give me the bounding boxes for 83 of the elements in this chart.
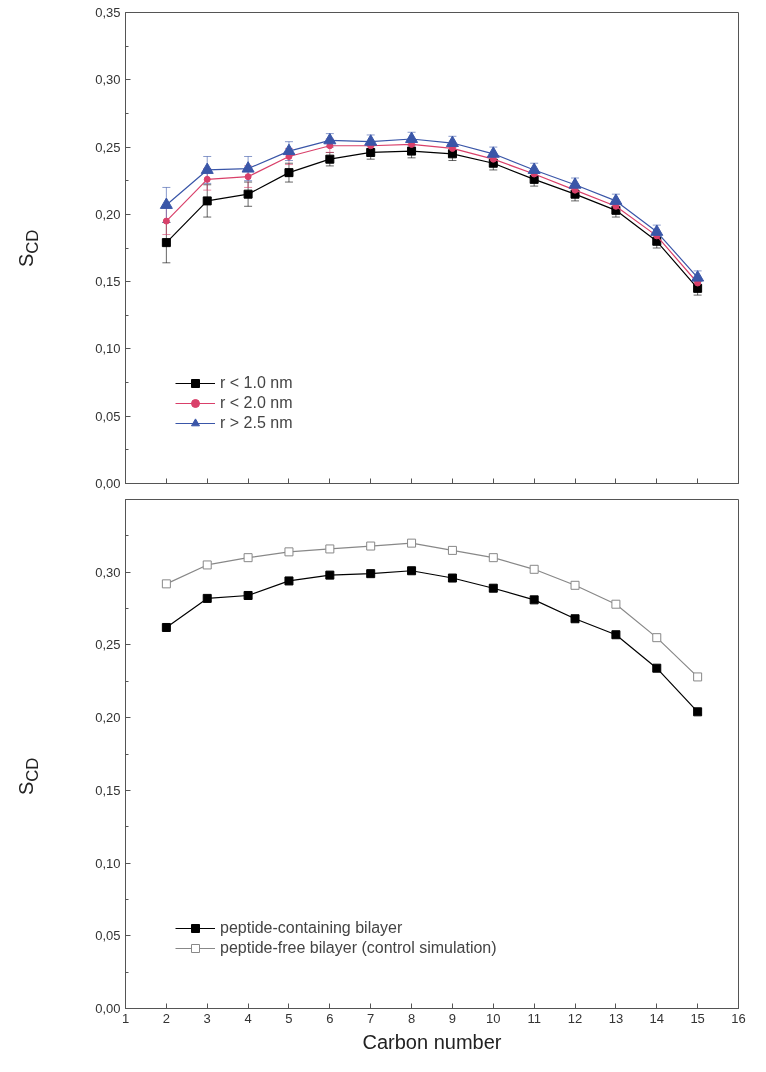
point [202, 560, 212, 570]
point [366, 569, 376, 579]
point [488, 583, 498, 593]
legend-label: r < 1.0 nm [220, 374, 293, 392]
x-tick-label: 9 [448, 1010, 457, 1026]
y-tick-label: 0,30 [95, 72, 121, 88]
y-tick-label: 0,25 [95, 637, 121, 653]
point [529, 564, 539, 574]
x-tick-label: 10 [486, 1010, 501, 1026]
point [243, 590, 253, 600]
y-tick-label: 0,15 [95, 274, 121, 290]
legend-label: r < 2.0 nm [220, 394, 293, 412]
point [650, 224, 664, 236]
point [693, 707, 703, 717]
x-tick-label: 11 [527, 1010, 541, 1026]
point [202, 593, 212, 603]
y-tick-label: 0,10 [95, 855, 121, 871]
point [162, 217, 170, 225]
point [243, 553, 253, 563]
point [611, 599, 621, 609]
x-tick-label: 4 [244, 1010, 252, 1026]
point [284, 547, 294, 557]
point [405, 131, 419, 143]
point [161, 622, 171, 632]
point [611, 630, 621, 640]
legend-label: r > 2.5 nm [220, 414, 293, 432]
legend-label: peptide-containing bilayer [220, 919, 403, 937]
point [570, 614, 580, 624]
y-tick-label: 0,25 [95, 139, 121, 155]
point [407, 538, 417, 548]
x-tick-label: 6 [326, 1010, 334, 1026]
point [407, 566, 417, 576]
point [200, 162, 214, 174]
point [447, 545, 457, 555]
point [284, 168, 294, 178]
point [488, 553, 498, 563]
x-tick-label: 8 [407, 1010, 416, 1026]
y-tick-label: 0,05 [95, 408, 121, 424]
x-tick-label: 12 [567, 1010, 583, 1026]
point [570, 580, 580, 590]
point [445, 135, 459, 147]
point [325, 544, 335, 554]
y-tick-label: 0,00 [95, 1001, 121, 1016]
point [159, 197, 173, 209]
y-tick-label: 0,20 [95, 206, 121, 222]
point [282, 143, 296, 156]
point [529, 595, 539, 605]
x-tick-label: 5 [285, 1010, 293, 1026]
x-tick-label: 13 [608, 1010, 624, 1026]
point [568, 177, 582, 189]
point [527, 162, 541, 174]
x-tick-label: 16 [731, 1010, 746, 1026]
y-tick-label: 0,20 [95, 710, 121, 726]
x-tick-label: 14 [649, 1010, 665, 1026]
x-tick-label: 3 [203, 1010, 211, 1026]
point [244, 173, 252, 181]
point [284, 576, 294, 586]
point [486, 146, 500, 158]
y-tick-label: 0,10 [95, 341, 121, 357]
point [609, 193, 623, 205]
point [203, 175, 211, 183]
point [161, 579, 171, 589]
y-tick-label: 0,30 [95, 564, 121, 580]
point [652, 663, 662, 673]
x-tick-label: 7 [367, 1010, 375, 1026]
legend-label: peptide-free bilayer (control simulation) [220, 939, 497, 957]
y-tick-label: 0,15 [95, 782, 121, 798]
point [693, 672, 703, 682]
point [325, 570, 335, 580]
point [243, 189, 253, 199]
point [652, 633, 662, 643]
point [241, 161, 255, 173]
point [161, 238, 171, 248]
point [202, 196, 212, 206]
x-axis-title: Carbon number [362, 1030, 502, 1053]
point [366, 541, 376, 551]
x-tick-label: 1 [121, 1010, 130, 1026]
y-tick-label: 0,05 [95, 928, 121, 944]
x-tick-label: 2 [162, 1010, 170, 1026]
point [447, 573, 457, 583]
y-tick-label: 0,35 [95, 5, 121, 20]
x-tick-label: 15 [690, 1010, 705, 1026]
y-tick-label: 0,00 [95, 476, 121, 491]
